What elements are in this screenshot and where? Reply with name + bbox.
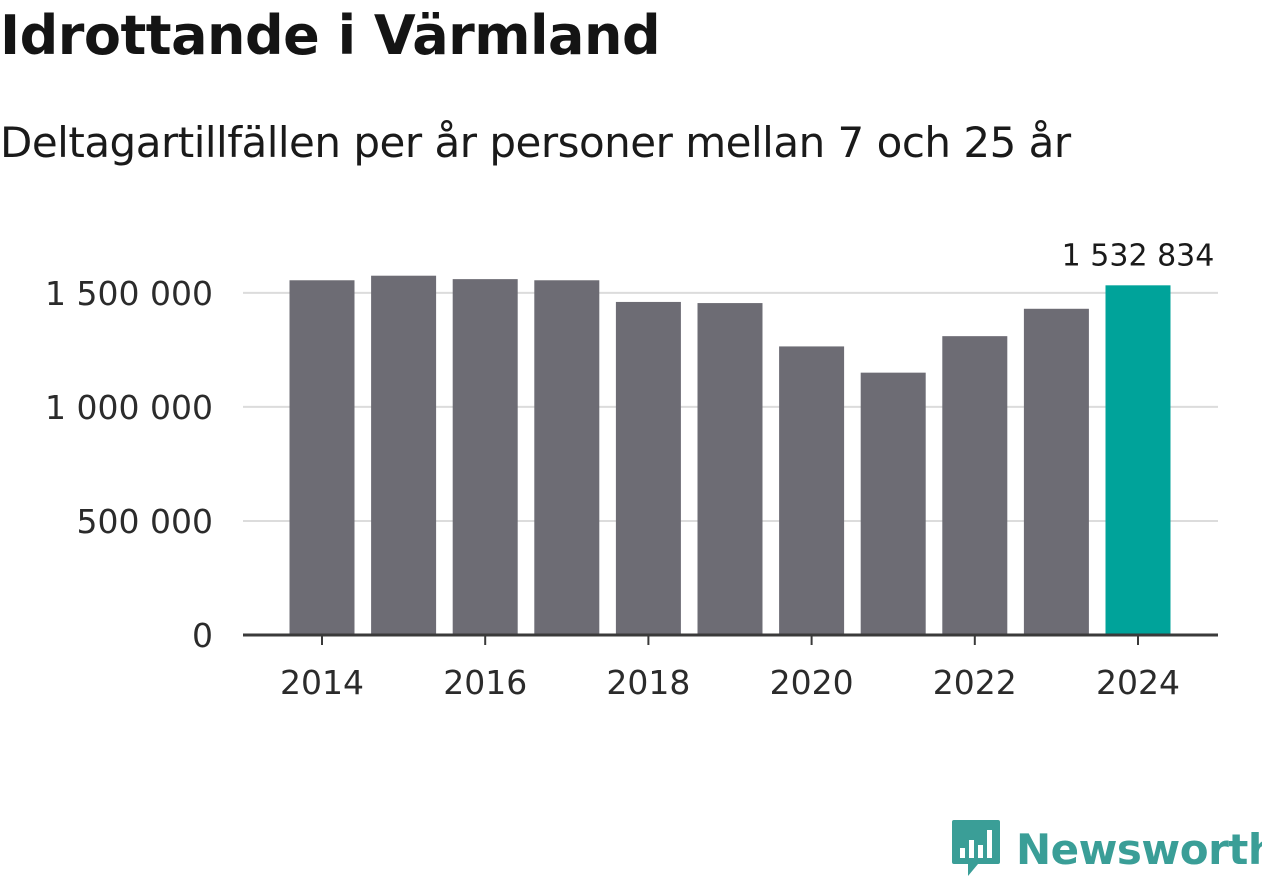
y-tick-label: 500 000: [77, 502, 213, 541]
x-tick-label: 2022: [933, 663, 1017, 702]
y-tick-label: 0: [192, 616, 213, 655]
bar-highlight: [1105, 285, 1171, 635]
newsworthy-logo-icon: [952, 820, 1000, 876]
data-label: 1 532 834: [1062, 238, 1215, 273]
newsworthy-logo[interactable]: Newsworthy: [950, 818, 1262, 880]
bar: [860, 372, 926, 635]
x-axis: [243, 633, 1218, 645]
bar: [534, 280, 600, 635]
bars: [289, 275, 1171, 635]
chart-subtitle: Deltagartillfällen per år personer mella…: [0, 118, 1071, 167]
bar: [1023, 308, 1089, 635]
bar: [697, 303, 763, 635]
tick-labels: 0 500 000 1 000 000 1 500 000 1 532 834 2014 2…: [45, 238, 1214, 702]
x-tick-label: 2024: [1096, 663, 1180, 702]
bar: [942, 336, 1008, 635]
x-tick-label: 2014: [280, 663, 364, 702]
bar: [779, 346, 845, 635]
bar: [371, 275, 437, 635]
y-tick-label: 1 000 000: [45, 388, 213, 427]
bar: [452, 279, 518, 635]
y-tick-label: 1 500 000: [45, 274, 213, 313]
bar: [289, 280, 355, 635]
x-tick-label: 2016: [443, 663, 527, 702]
x-tick-label: 2018: [606, 663, 690, 702]
bar: [615, 301, 681, 635]
x-tick-label: 2020: [770, 663, 854, 702]
brand-name: Newsworthy: [1016, 824, 1262, 874]
chart-title: Idrottande i Värmland: [0, 4, 661, 67]
